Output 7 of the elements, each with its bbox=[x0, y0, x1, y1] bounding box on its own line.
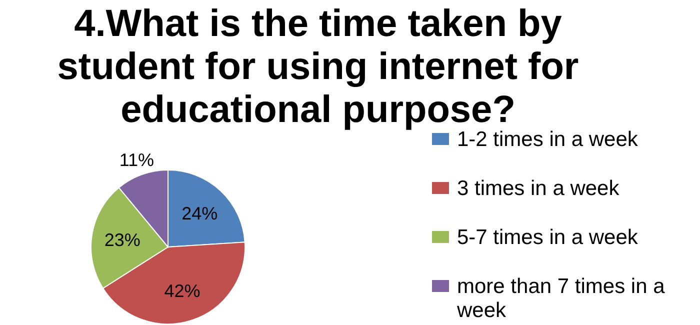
data-label: 24% bbox=[182, 203, 218, 224]
data-label: 42% bbox=[164, 280, 200, 301]
legend-label: more than 7 times in a week bbox=[456, 274, 666, 322]
data-label: 23% bbox=[104, 230, 140, 250]
legend-label: 5-7 times in a week bbox=[457, 226, 638, 248]
legend-label: 3 times in a week bbox=[457, 176, 620, 200]
data-label: 11% bbox=[119, 150, 154, 170]
